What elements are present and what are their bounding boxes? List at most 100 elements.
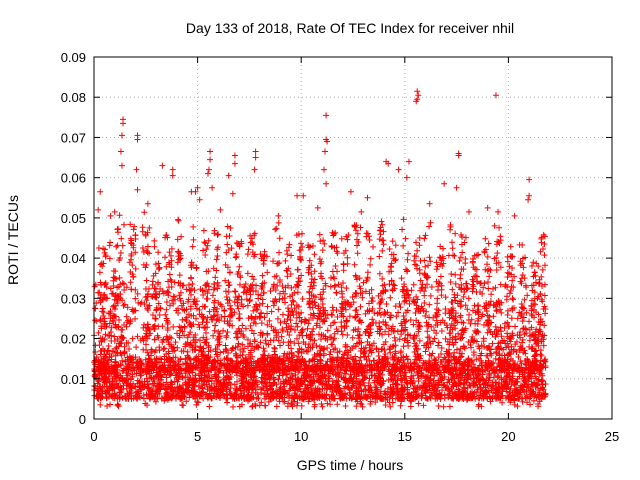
data-point: [320, 375, 327, 382]
data-point: [194, 398, 201, 405]
data-point: [259, 296, 266, 303]
data-point: [305, 244, 312, 251]
data-point: [99, 296, 106, 303]
data-point: [175, 305, 182, 312]
data-point: [155, 249, 162, 256]
data-point: [111, 385, 118, 392]
data-point: [442, 294, 449, 301]
data-point: [329, 381, 336, 388]
data-point: [363, 395, 370, 402]
data-point: [139, 224, 146, 231]
data-point: [366, 358, 373, 365]
data-point: [407, 316, 414, 323]
data-point: [212, 274, 219, 281]
data-point: [126, 353, 133, 360]
data-point: [306, 301, 312, 308]
data-point: [444, 324, 451, 331]
data-point: [216, 367, 223, 374]
data-point: [248, 313, 255, 320]
data-point: [329, 229, 336, 236]
data-point: [362, 310, 369, 317]
data-point: [123, 284, 130, 291]
data-point: [494, 301, 501, 308]
data-point: [299, 244, 306, 251]
data-point: [155, 382, 162, 389]
data-point: [111, 306, 118, 313]
data-point: [143, 277, 150, 284]
data-point: [108, 324, 115, 331]
data-point: [329, 356, 336, 363]
data-point: [295, 349, 302, 356]
data-point: [331, 335, 338, 342]
data-point: [211, 371, 218, 378]
data-point: [520, 383, 527, 390]
data-point: [387, 393, 394, 400]
data-point: [398, 354, 405, 361]
data-point: [287, 385, 294, 392]
data-point: [251, 338, 258, 345]
data-point: [103, 383, 110, 390]
data-point: [149, 348, 156, 355]
data-point: [114, 383, 121, 390]
data-point: [407, 363, 414, 370]
data-point: [287, 325, 294, 332]
data-point: [98, 281, 105, 288]
data-point: [248, 374, 255, 381]
data-point: [530, 379, 537, 386]
data-point: [284, 305, 291, 312]
data-point: [111, 377, 118, 384]
data-point: [466, 311, 473, 318]
data-point: [127, 221, 134, 228]
data-point: [225, 350, 232, 357]
data-point: [233, 334, 240, 341]
data-point: [201, 339, 208, 346]
data-point: [242, 325, 249, 332]
data-point: [533, 382, 540, 389]
data-point: [202, 329, 209, 336]
data-point: [198, 348, 205, 355]
data-point: [119, 378, 126, 385]
data-point: [316, 256, 323, 263]
data-point: [539, 318, 546, 325]
data-point: [117, 350, 124, 357]
data-point: [338, 235, 345, 242]
data-point: [92, 305, 99, 312]
data-point: [217, 349, 224, 356]
data-point: [273, 225, 280, 232]
data-point: [485, 358, 492, 365]
data-point: [389, 371, 396, 378]
data-point: [315, 331, 322, 338]
data-point: [319, 300, 326, 307]
data-point: [185, 281, 192, 288]
data-point: [140, 248, 147, 255]
data-point: [320, 286, 327, 293]
data-point: [317, 291, 324, 298]
data-point: [143, 346, 150, 353]
data-point: [331, 330, 338, 337]
data-point: [316, 316, 323, 323]
data-point: [469, 288, 476, 295]
data-point: [413, 345, 420, 352]
data-point: [210, 286, 217, 293]
data-point: [352, 227, 359, 234]
data-point: [244, 270, 251, 277]
data-point: [151, 359, 158, 366]
data-point: [192, 372, 199, 379]
data-point: [104, 367, 111, 374]
data-point: [345, 380, 352, 387]
data-point: [251, 373, 258, 380]
data-point: [120, 322, 127, 329]
data-point: [472, 327, 479, 334]
data-point: [97, 292, 104, 299]
data-point: [407, 403, 414, 410]
data-point: [339, 280, 346, 287]
data-point: [333, 357, 340, 364]
data-point: [501, 361, 508, 368]
data-point: [309, 388, 316, 395]
data-point: [524, 292, 531, 299]
data-point: [372, 399, 379, 406]
data-point: [242, 361, 249, 368]
data-point: [193, 353, 200, 360]
data-point: [184, 334, 191, 341]
data-point: [217, 387, 224, 394]
